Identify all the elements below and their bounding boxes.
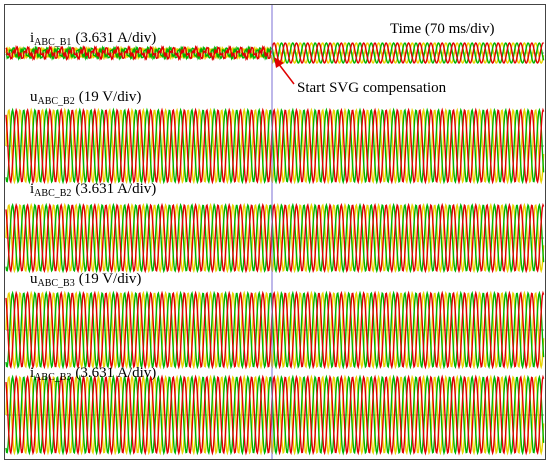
panel-2-label: uABC_B2 (19 V/div) [30, 89, 141, 107]
panel-2-phase-b-trace [5, 107, 545, 185]
panel-4-phase-c-trace [5, 290, 545, 370]
annotation-arrow-shaft [277, 62, 295, 85]
panel-5-phase-a-trace [5, 374, 545, 456]
panel-2-phase-c-trace [5, 107, 545, 185]
time-scale-label: Time (70 ms/div) [390, 21, 494, 37]
panel-5-phase-c-trace [5, 374, 545, 456]
panel-2-phase-a-trace [5, 107, 545, 185]
panel-3-phase-b-trace [5, 202, 545, 274]
panel-3-phase-a-trace [5, 202, 545, 274]
panel-5-phase-b-trace [5, 374, 545, 456]
annotation-arrow-head [274, 57, 284, 68]
panel-1-phase-c-trace [5, 42, 545, 64]
waveform-layer [5, 42, 545, 456]
panel-3-phase-c-trace [5, 202, 545, 274]
panel-4-phase-b-trace [5, 290, 545, 370]
panel-1-label: iABC_B1 (3.631 A/div) [30, 30, 156, 48]
panel-4-phase-a-trace [5, 290, 545, 370]
panel-5-label: iABC_B3 (3.631 A/div) [30, 365, 156, 383]
annotation-text: Start SVG compensation [297, 80, 447, 96]
panel-4-label: uABC_B3 (19 V/div) [30, 271, 141, 289]
panel-3-label: iABC_B2 (3.631 A/div) [30, 181, 156, 199]
